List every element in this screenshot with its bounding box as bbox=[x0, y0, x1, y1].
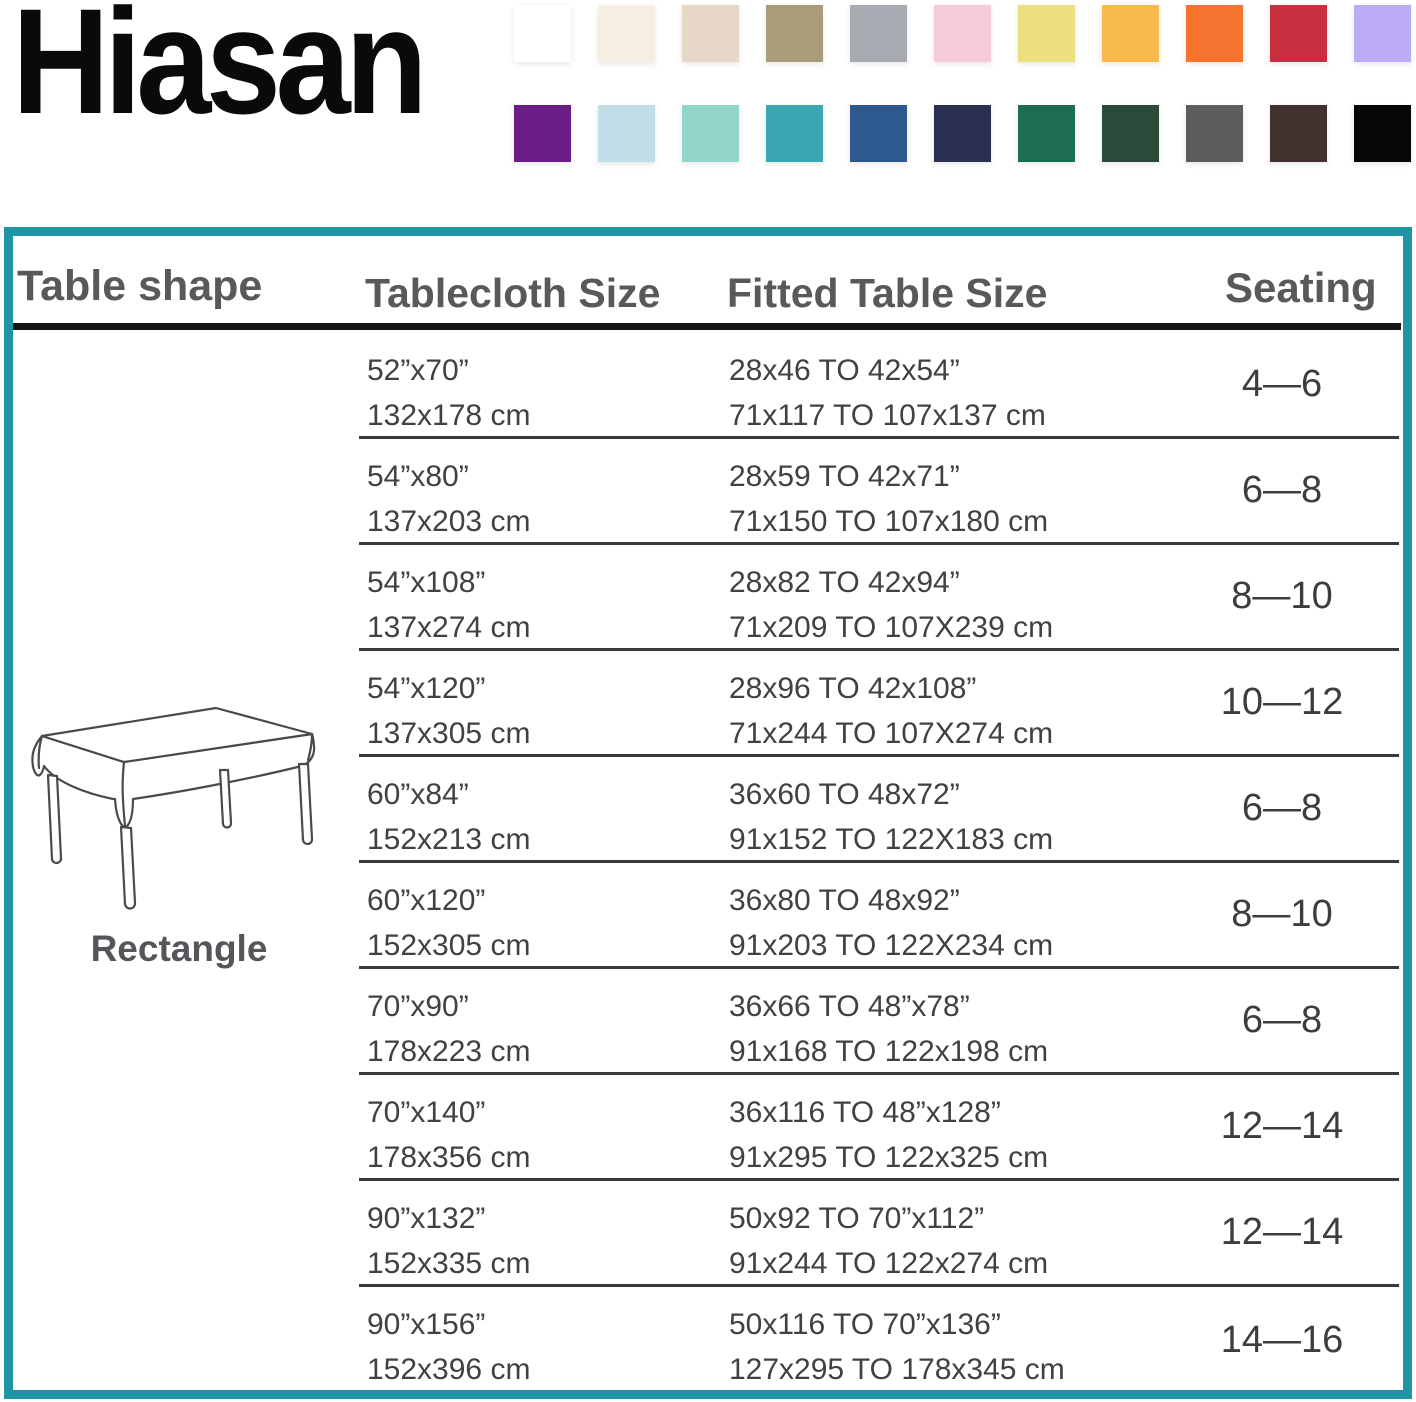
column-header-table-shape: Table shape bbox=[17, 262, 263, 310]
size-chart-row: 70”x90” 178x223 cm 36x66 TO 48”x78” 91x1… bbox=[359, 969, 1399, 1075]
color-swatch-brown bbox=[1270, 105, 1327, 162]
brand-logo: Hiasan bbox=[12, 0, 428, 145]
fitted-table-size-inches: 28x96 TO 42x108” bbox=[729, 672, 977, 705]
seating-range: 12—14 bbox=[1220, 1105, 1344, 1147]
tablecloth-size-cm: 178x356 cm bbox=[367, 1141, 531, 1174]
size-chart-row: 52”x70” 132x178 cm 28x46 TO 42x54” 71x11… bbox=[359, 333, 1399, 439]
color-swatch-lavender bbox=[1354, 5, 1411, 62]
fitted-table-size-cm: 91x168 TO 122x198 cm bbox=[729, 1035, 1049, 1068]
tablecloth-size-cm: 137x305 cm bbox=[367, 717, 531, 750]
fitted-table-size-inches: 50x116 TO 70”x136” bbox=[729, 1308, 1001, 1341]
size-chart-row: 60”x84” 152x213 cm 36x60 TO 48x72” 91x15… bbox=[359, 757, 1399, 863]
fitted-table-size-inches: 28x46 TO 42x54” bbox=[729, 354, 960, 387]
tablecloth-size-cm: 152x396 cm bbox=[367, 1353, 531, 1386]
color-swatch-grid bbox=[514, 5, 1411, 162]
tablecloth-size-inches: 90”x156” bbox=[367, 1308, 486, 1341]
fitted-table-size-cm: 71x150 TO 107x180 cm bbox=[729, 505, 1049, 538]
color-swatch-grey bbox=[850, 5, 907, 62]
size-chart-row: 90”x132” 152x335 cm 50x92 TO 70”x112” 91… bbox=[359, 1181, 1399, 1287]
fitted-table-size-inches: 36x60 TO 48x72” bbox=[729, 778, 960, 811]
color-swatch-beige bbox=[682, 5, 739, 62]
tablecloth-size-inches: 52”x70” bbox=[367, 354, 469, 387]
seating-range: 6—8 bbox=[1241, 999, 1323, 1041]
tablecloth-size-inches: 54”x120” bbox=[367, 672, 486, 705]
fitted-table-size-inches: 28x59 TO 42x71” bbox=[729, 460, 960, 493]
column-header-tablecloth-size: Tablecloth Size bbox=[365, 270, 661, 316]
fitted-table-size-cm: 127x295 TO 178x345 cm bbox=[729, 1353, 1065, 1386]
fitted-table-size-cm: 71x244 TO 107X274 cm bbox=[729, 717, 1054, 750]
fitted-table-size-cm: 91x152 TO 122X183 cm bbox=[729, 823, 1054, 856]
tablecloth-size-inches: 70”x90” bbox=[367, 990, 469, 1023]
tablecloth-size-cm: 178x223 cm bbox=[367, 1035, 531, 1068]
color-swatch-aqua bbox=[682, 105, 739, 162]
tablecloth-size-inches: 54”x108” bbox=[367, 566, 486, 599]
color-swatch-dark-green bbox=[1102, 105, 1159, 162]
seating-range: 14—16 bbox=[1220, 1318, 1344, 1361]
fitted-table-size-cm: 91x295 TO 122x325 cm bbox=[729, 1141, 1049, 1174]
fitted-table-size-inches: 28x82 TO 42x94” bbox=[729, 566, 960, 599]
size-chart-row: 60”x120” 152x305 cm 36x80 TO 48x92” 91x2… bbox=[359, 863, 1399, 969]
seating-range: 8—10 bbox=[1231, 893, 1333, 935]
color-swatch-ivory bbox=[598, 5, 655, 62]
tablecloth-size-inches: 60”x120” bbox=[367, 884, 486, 917]
fitted-table-size-inches: 36x116 TO 48”x128” bbox=[729, 1096, 1001, 1129]
fitted-table-size-inches: 50x92 TO 70”x112” bbox=[729, 1202, 985, 1235]
tablecloth-size-inches: 70”x140” bbox=[367, 1096, 486, 1129]
color-swatch-orange bbox=[1186, 5, 1243, 62]
fitted-table-size-cm: 91x244 TO 122x274 cm bbox=[729, 1247, 1049, 1280]
color-swatch-teal bbox=[766, 105, 823, 162]
tablecloth-size-cm: 152x305 cm bbox=[367, 929, 531, 962]
tablecloth-size-cm: 137x203 cm bbox=[367, 505, 531, 538]
fitted-table-size-cm: 71x117 TO 107x137 cm bbox=[729, 399, 1046, 432]
color-swatch-gold bbox=[1102, 5, 1159, 62]
color-swatch-light-blue bbox=[598, 105, 655, 162]
color-swatch-dark-grey bbox=[1186, 105, 1243, 162]
color-swatch-khaki bbox=[766, 5, 823, 62]
color-swatch-white bbox=[514, 5, 571, 62]
color-swatch-red bbox=[1270, 5, 1327, 62]
color-swatch-purple bbox=[514, 105, 571, 162]
size-chart-row: 90”x156” 152x396 cm 50x116 TO 70”x136” 1… bbox=[359, 1287, 1399, 1393]
tablecloth-size-cm: 137x274 cm bbox=[367, 611, 531, 644]
size-chart-row: 54”x120” 137x305 cm 28x96 TO 42x108” 71x… bbox=[359, 651, 1399, 757]
rectangle-table-icon bbox=[18, 698, 340, 916]
size-chart-rows: 52”x70” 132x178 cm 28x46 TO 42x54” 71x11… bbox=[359, 333, 1399, 1393]
fitted-table-size-inches: 36x66 TO 48”x78” bbox=[729, 990, 970, 1023]
size-chart: Table shape Tablecloth Size Fitted Table… bbox=[4, 227, 1412, 1399]
seating-range: 6—8 bbox=[1241, 469, 1323, 511]
header-divider bbox=[13, 323, 1401, 330]
shape-label: Rectangle bbox=[90, 928, 268, 969]
color-swatch-green bbox=[1018, 105, 1075, 162]
color-swatch-pink bbox=[934, 5, 991, 62]
tablecloth-size-cm: 152x213 cm bbox=[367, 823, 531, 856]
tablecloth-size-cm: 152x335 cm bbox=[367, 1247, 531, 1280]
fitted-table-size-inches: 36x80 TO 48x92” bbox=[729, 884, 960, 917]
seating-range: 12—14 bbox=[1220, 1211, 1344, 1253]
seating-range: 6—8 bbox=[1241, 787, 1323, 829]
tablecloth-size-cm: 132x178 cm bbox=[367, 399, 531, 432]
size-chart-row: 54”x108” 137x274 cm 28x82 TO 42x94” 71x2… bbox=[359, 545, 1399, 651]
column-header-seating: Seating bbox=[1225, 264, 1377, 311]
size-chart-row: 70”x140” 178x356 cm 36x116 TO 48”x128” 9… bbox=[359, 1075, 1399, 1181]
color-swatch-yellow bbox=[1018, 5, 1075, 62]
column-header-fitted-table-size: Fitted Table Size bbox=[727, 270, 1048, 316]
tablecloth-size-inches: 60”x84” bbox=[367, 778, 469, 811]
seating-range: 4—6 bbox=[1241, 363, 1323, 405]
fitted-table-size-cm: 91x203 TO 122X234 cm bbox=[729, 929, 1054, 962]
color-swatch-dark-navy bbox=[934, 105, 991, 162]
seating-range: 8—10 bbox=[1231, 575, 1333, 617]
color-swatch-navy-blue bbox=[850, 105, 907, 162]
fitted-table-size-cm: 71x209 TO 107X239 cm bbox=[729, 611, 1054, 644]
tablecloth-size-inches: 90”x132” bbox=[367, 1202, 486, 1235]
color-swatch-black bbox=[1354, 105, 1411, 162]
seating-range: 10—12 bbox=[1220, 681, 1344, 723]
size-chart-row: 54”x80” 137x203 cm 28x59 TO 42x71” 71x15… bbox=[359, 439, 1399, 545]
tablecloth-size-inches: 54”x80” bbox=[367, 460, 469, 493]
